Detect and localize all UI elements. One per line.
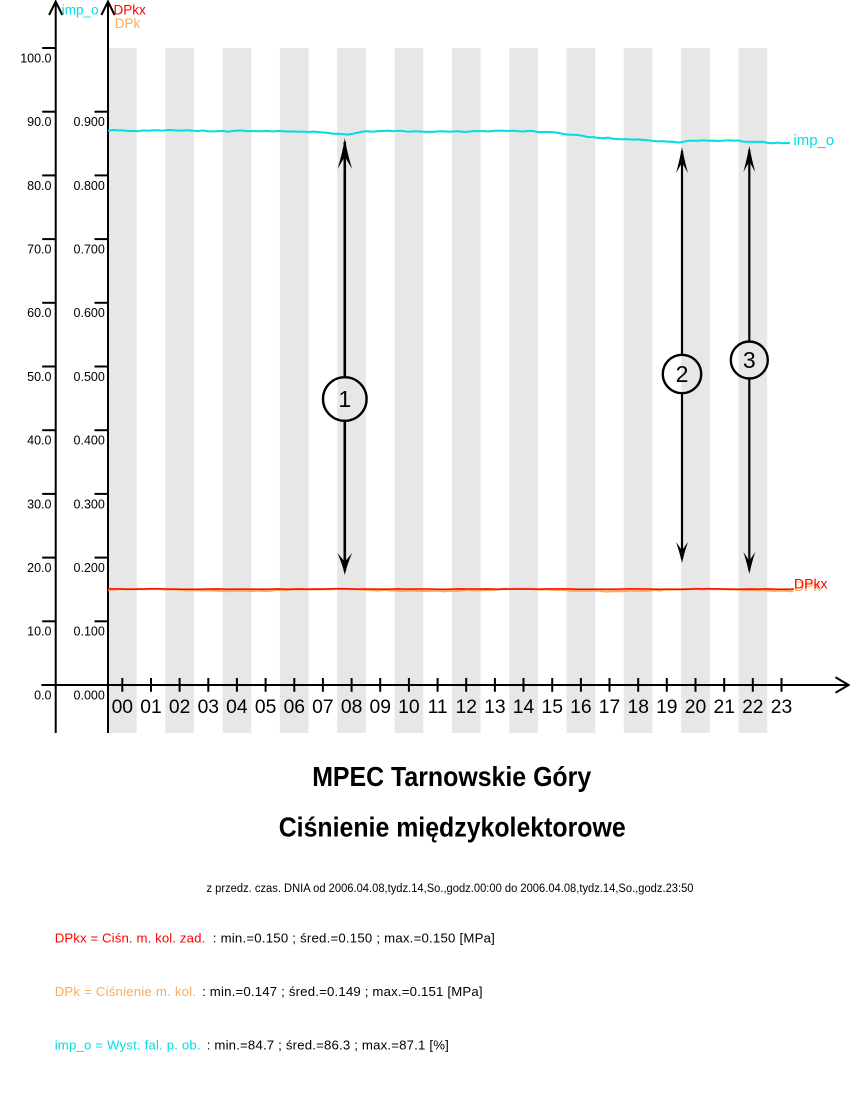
svg-text:22: 22 xyxy=(742,697,763,718)
svg-text:imp_o: imp_o xyxy=(62,2,99,17)
svg-text:19: 19 xyxy=(656,697,677,718)
svg-text:MPEC Tarnowskie Góry: MPEC Tarnowskie Góry xyxy=(312,761,591,792)
svg-text:0.300: 0.300 xyxy=(74,497,105,511)
svg-text:12: 12 xyxy=(455,697,476,718)
svg-text:100.0: 100.0 xyxy=(20,51,51,65)
svg-text:DPkx: DPkx xyxy=(114,2,147,17)
svg-text:03: 03 xyxy=(198,697,219,718)
svg-text:: min.=0.150 ; śred.=0.150 ; m: : min.=0.150 ; śred.=0.150 ; max.=0.150 … xyxy=(213,930,495,945)
svg-text:imp_o = Wyst. fal. p. ob.: imp_o = Wyst. fal. p. ob. xyxy=(55,1037,201,1052)
svg-text:DPkx = Ciśn. m. kol. zad.: DPkx = Ciśn. m. kol. zad. xyxy=(55,930,206,945)
svg-text:10.0: 10.0 xyxy=(27,625,51,639)
svg-text:0.700: 0.700 xyxy=(74,243,105,257)
svg-text:00: 00 xyxy=(112,697,133,718)
svg-text:0.0: 0.0 xyxy=(34,688,51,702)
svg-text:40.0: 40.0 xyxy=(27,434,51,448)
svg-text:11: 11 xyxy=(428,697,448,718)
svg-text:02: 02 xyxy=(169,697,190,718)
svg-text:: min.=84.7 ; śred.=86.3 ; max: : min.=84.7 ; śred.=86.3 ; max.=87.1 [%] xyxy=(207,1037,449,1052)
svg-text:0.000: 0.000 xyxy=(74,688,105,702)
svg-text:0.500: 0.500 xyxy=(74,370,105,384)
svg-text:DPk: DPk xyxy=(794,578,821,594)
svg-text:13: 13 xyxy=(484,697,505,718)
svg-text:08: 08 xyxy=(341,697,362,718)
svg-text:15: 15 xyxy=(541,697,562,718)
svg-text:10: 10 xyxy=(398,697,419,718)
svg-text:70.0: 70.0 xyxy=(27,243,51,257)
svg-text:0.600: 0.600 xyxy=(74,306,105,320)
svg-text:0.800: 0.800 xyxy=(74,179,105,193)
svg-text:1: 1 xyxy=(338,386,351,412)
svg-text:16: 16 xyxy=(570,697,591,718)
svg-text:60.0: 60.0 xyxy=(27,306,51,320)
svg-text:17: 17 xyxy=(599,697,620,718)
svg-text:0.200: 0.200 xyxy=(74,561,105,575)
svg-text:imp_o: imp_o xyxy=(793,132,834,149)
svg-text:04: 04 xyxy=(226,697,248,718)
svg-text:DPk: DPk xyxy=(115,16,141,31)
svg-text:0.400: 0.400 xyxy=(74,434,105,448)
svg-text:30.0: 30.0 xyxy=(27,497,51,511)
svg-text:14: 14 xyxy=(513,697,535,718)
svg-text:09: 09 xyxy=(369,697,390,718)
svg-text:05: 05 xyxy=(255,697,276,718)
svg-text:07: 07 xyxy=(312,697,333,718)
svg-text:21: 21 xyxy=(713,697,734,718)
svg-text:18: 18 xyxy=(627,697,648,718)
svg-text:: min.=0.147 ; śred.=0.149 ; m: : min.=0.147 ; śred.=0.149 ; max.=0.151 … xyxy=(202,984,483,999)
svg-text:DPk = Ciśnienie m. kol.: DPk = Ciśnienie m. kol. xyxy=(55,984,196,999)
svg-text:20: 20 xyxy=(685,697,706,718)
svg-text:20.0: 20.0 xyxy=(27,561,51,575)
svg-text:23: 23 xyxy=(771,697,792,718)
svg-text:z przedz. czas. DNIA od 2006.0: z przedz. czas. DNIA od 2006.04.08,tydz.… xyxy=(207,883,694,895)
svg-text:90.0: 90.0 xyxy=(27,115,51,129)
svg-text:2: 2 xyxy=(676,361,689,387)
svg-text:DPkx: DPkx xyxy=(794,575,827,591)
svg-text:50.0: 50.0 xyxy=(27,370,51,384)
svg-text:80.0: 80.0 xyxy=(27,179,51,193)
svg-text:0.100: 0.100 xyxy=(74,625,105,639)
svg-text:Ciśnienie międzykolektorowe: Ciśnienie międzykolektorowe xyxy=(279,811,626,842)
svg-text:3: 3 xyxy=(743,347,756,373)
svg-text:01: 01 xyxy=(140,697,161,718)
svg-text:0.900: 0.900 xyxy=(74,115,105,129)
svg-text:06: 06 xyxy=(284,697,305,718)
